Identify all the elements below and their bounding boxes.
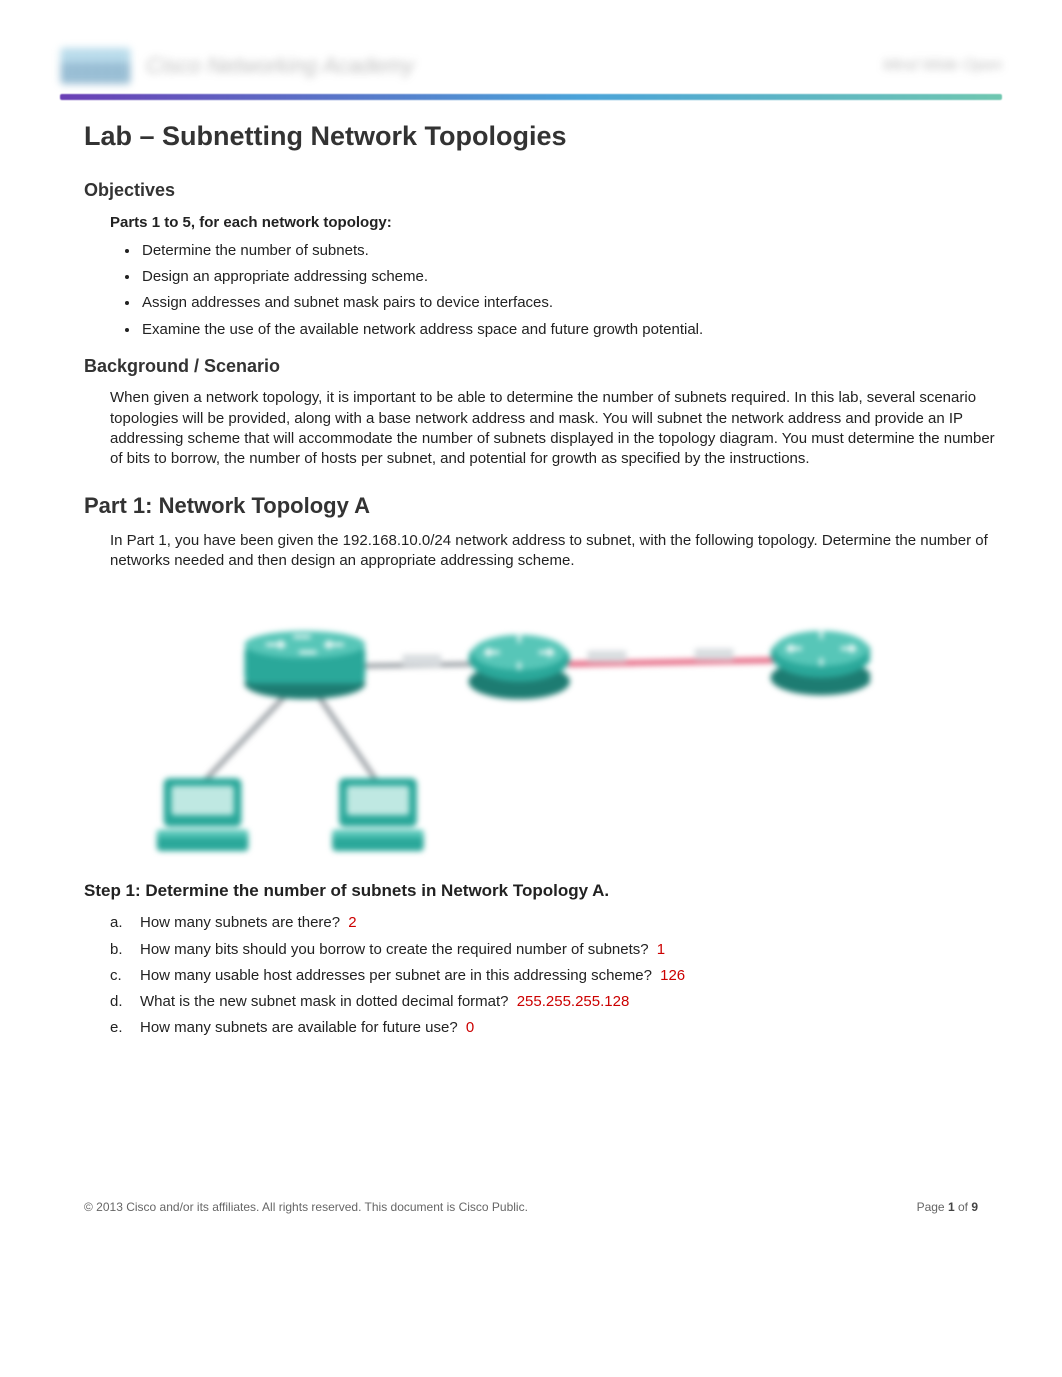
question: How many subnets are there? [140, 914, 340, 931]
question-text: How many bits should you borrow to creat… [140, 940, 665, 960]
cable [203, 691, 291, 784]
item-marker: b. [110, 940, 130, 960]
cable-label-box [695, 649, 734, 661]
list-item: Assign addresses and subnet mask pairs t… [140, 293, 1002, 313]
page-header: Cisco Networking Academy Mind Wide Open [60, 40, 1002, 90]
step1-heading: Step 1: Determine the number of subnets … [84, 880, 1002, 903]
qa-item: d. What is the new subnet mask in dotted… [110, 992, 1002, 1012]
page-mid: of [955, 1200, 972, 1214]
qa-item: c. How many usable host addresses per su… [110, 966, 1002, 986]
objective-text: Assign addresses and subnet mask pairs t… [142, 294, 553, 311]
qa-item: a. How many subnets are there? 2 [110, 913, 1002, 933]
objective-text: Examine the use of the available network… [142, 321, 703, 338]
copyright-text: © 2013 Cisco and/or its affiliates. All … [84, 1199, 528, 1215]
logo-text: Cisco Networking Academy [146, 51, 414, 81]
objectives-list: Determine the number of subnets. Design … [140, 241, 1002, 340]
header-tagline: Mind Wide Open [883, 55, 1002, 77]
cisco-logo-icon [60, 48, 130, 84]
answer: 255.255.255.128 [517, 993, 630, 1010]
list-item: Determine the number of subnets. [140, 241, 1002, 261]
page-prefix: Page [917, 1200, 948, 1214]
topology-diagram [110, 587, 870, 862]
list-item: Design an appropriate addressing scheme. [140, 267, 1002, 287]
answer: 2 [348, 914, 356, 931]
question: How many usable host addresses per subne… [140, 967, 652, 984]
switch-icon [244, 631, 365, 699]
question-text: What is the new subnet mask in dotted de… [140, 992, 629, 1012]
part1-intro: In Part 1, you have been given the 192.1… [110, 531, 1002, 572]
objective-text: Design an appropriate addressing scheme. [142, 268, 428, 285]
background-text: When given a network topology, it is imp… [110, 388, 1002, 469]
page-indicator: Page 1 of 9 [917, 1199, 978, 1215]
question: How many bits should you borrow to creat… [140, 941, 649, 958]
answer: 1 [657, 941, 665, 958]
question-text: How many usable host addresses per subne… [140, 966, 685, 986]
page-current: 1 [948, 1200, 955, 1214]
logo-block: Cisco Networking Academy [60, 48, 414, 84]
question: What is the new subnet mask in dotted de… [140, 993, 509, 1010]
question-text: How many subnets are there? 2 [140, 913, 357, 933]
item-marker: a. [110, 913, 130, 933]
item-marker: c. [110, 966, 130, 986]
objectives-heading: Objectives [84, 178, 1002, 202]
part1-heading: Part 1: Network Topology A [84, 491, 1002, 521]
objective-text: Determine the number of subnets. [142, 242, 369, 259]
question-text: How many subnets are available for futur… [140, 1018, 474, 1038]
step1-list: a. How many subnets are there? 2 b. How … [110, 913, 1002, 1038]
background-heading: Background / Scenario [84, 354, 1002, 378]
cable-label-box [587, 651, 626, 663]
question: How many subnets are available for futur… [140, 1019, 458, 1036]
page-total: 9 [971, 1200, 978, 1214]
cable [315, 691, 378, 784]
pc-icon [332, 779, 424, 852]
cable-label-box [402, 655, 441, 667]
pc-icon [157, 779, 249, 852]
lab-title: Lab – Subnetting Network Topologies [84, 118, 1002, 154]
qa-item: e. How many subnets are available for fu… [110, 1018, 1002, 1038]
objectives-subheading: Parts 1 to 5, for each network topology: [110, 213, 1002, 233]
qa-item: b. How many bits should you borrow to cr… [110, 940, 1002, 960]
item-marker: e. [110, 1018, 130, 1038]
list-item: Examine the use of the available network… [140, 320, 1002, 340]
page-footer: © 2013 Cisco and/or its affiliates. All … [60, 1199, 1002, 1215]
topology-svg [110, 587, 870, 862]
router-icon [771, 631, 870, 695]
answer: 126 [660, 967, 685, 984]
router-icon [469, 635, 570, 699]
answer: 0 [466, 1019, 474, 1036]
item-marker: d. [110, 992, 130, 1012]
header-divider [60, 94, 1002, 100]
